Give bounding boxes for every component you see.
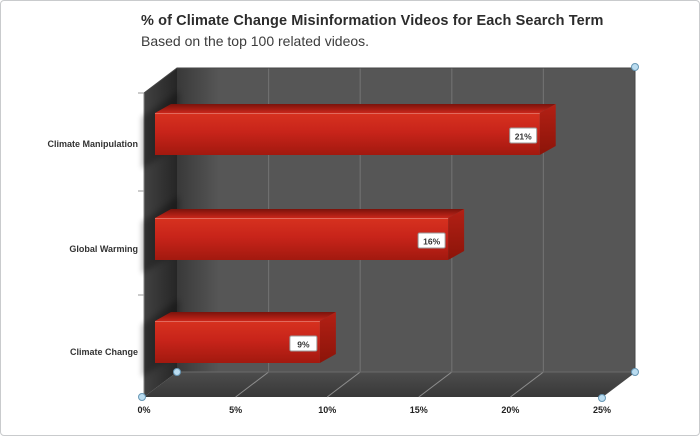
selection-handle[interactable] xyxy=(173,368,181,376)
bar-front-face xyxy=(155,218,449,260)
x-tick-label-0pct: 0% xyxy=(137,405,150,415)
bar-top-face xyxy=(155,312,336,321)
bar-end-face xyxy=(448,209,465,260)
data-label-box xyxy=(509,127,538,144)
bar-front-face xyxy=(155,113,540,155)
chart-subtitle: Based on the top 100 related videos. xyxy=(141,33,370,49)
data-label-box xyxy=(289,335,318,352)
bar-end-face xyxy=(539,104,556,155)
bar-top-face xyxy=(155,104,556,113)
bar-end-face xyxy=(319,312,336,363)
floor-gridline xyxy=(326,371,361,398)
selection-handle[interactable] xyxy=(631,368,639,376)
floor-gridline xyxy=(235,371,269,398)
data-label: 16% xyxy=(423,237,440,247)
x-tick-label-20pct: 20% xyxy=(501,405,519,415)
chart-floor xyxy=(144,372,635,397)
bar-top-face xyxy=(155,209,465,218)
selection-handle[interactable] xyxy=(138,393,146,401)
bar-climate-manipulation[interactable]: 21% xyxy=(155,104,556,155)
category-label-global-warming: Global Warming xyxy=(69,244,138,254)
x-tick-label-15pct: 15% xyxy=(410,405,428,415)
data-label-box xyxy=(417,232,446,249)
category-label-climate-manipulation: Climate Manipulation xyxy=(47,139,138,149)
x-tick-label-25pct: 25% xyxy=(593,405,611,415)
bar-global-warming[interactable]: 16% xyxy=(155,209,465,260)
x-tick-label-10pct: 10% xyxy=(318,405,336,415)
data-label: 21% xyxy=(515,132,532,142)
x-tick-label-5pct: 5% xyxy=(229,405,242,415)
data-label: 9% xyxy=(297,340,310,350)
bar-climate-change[interactable]: 9% xyxy=(155,312,336,363)
chart-title: % of Climate Change Misinformation Video… xyxy=(141,13,604,29)
selection-handle[interactable] xyxy=(631,63,639,71)
selection-handle[interactable] xyxy=(598,394,606,402)
category-label-climate-change: Climate Change xyxy=(70,347,138,357)
floor-gridline xyxy=(418,371,453,398)
floor-gridline xyxy=(510,371,544,398)
